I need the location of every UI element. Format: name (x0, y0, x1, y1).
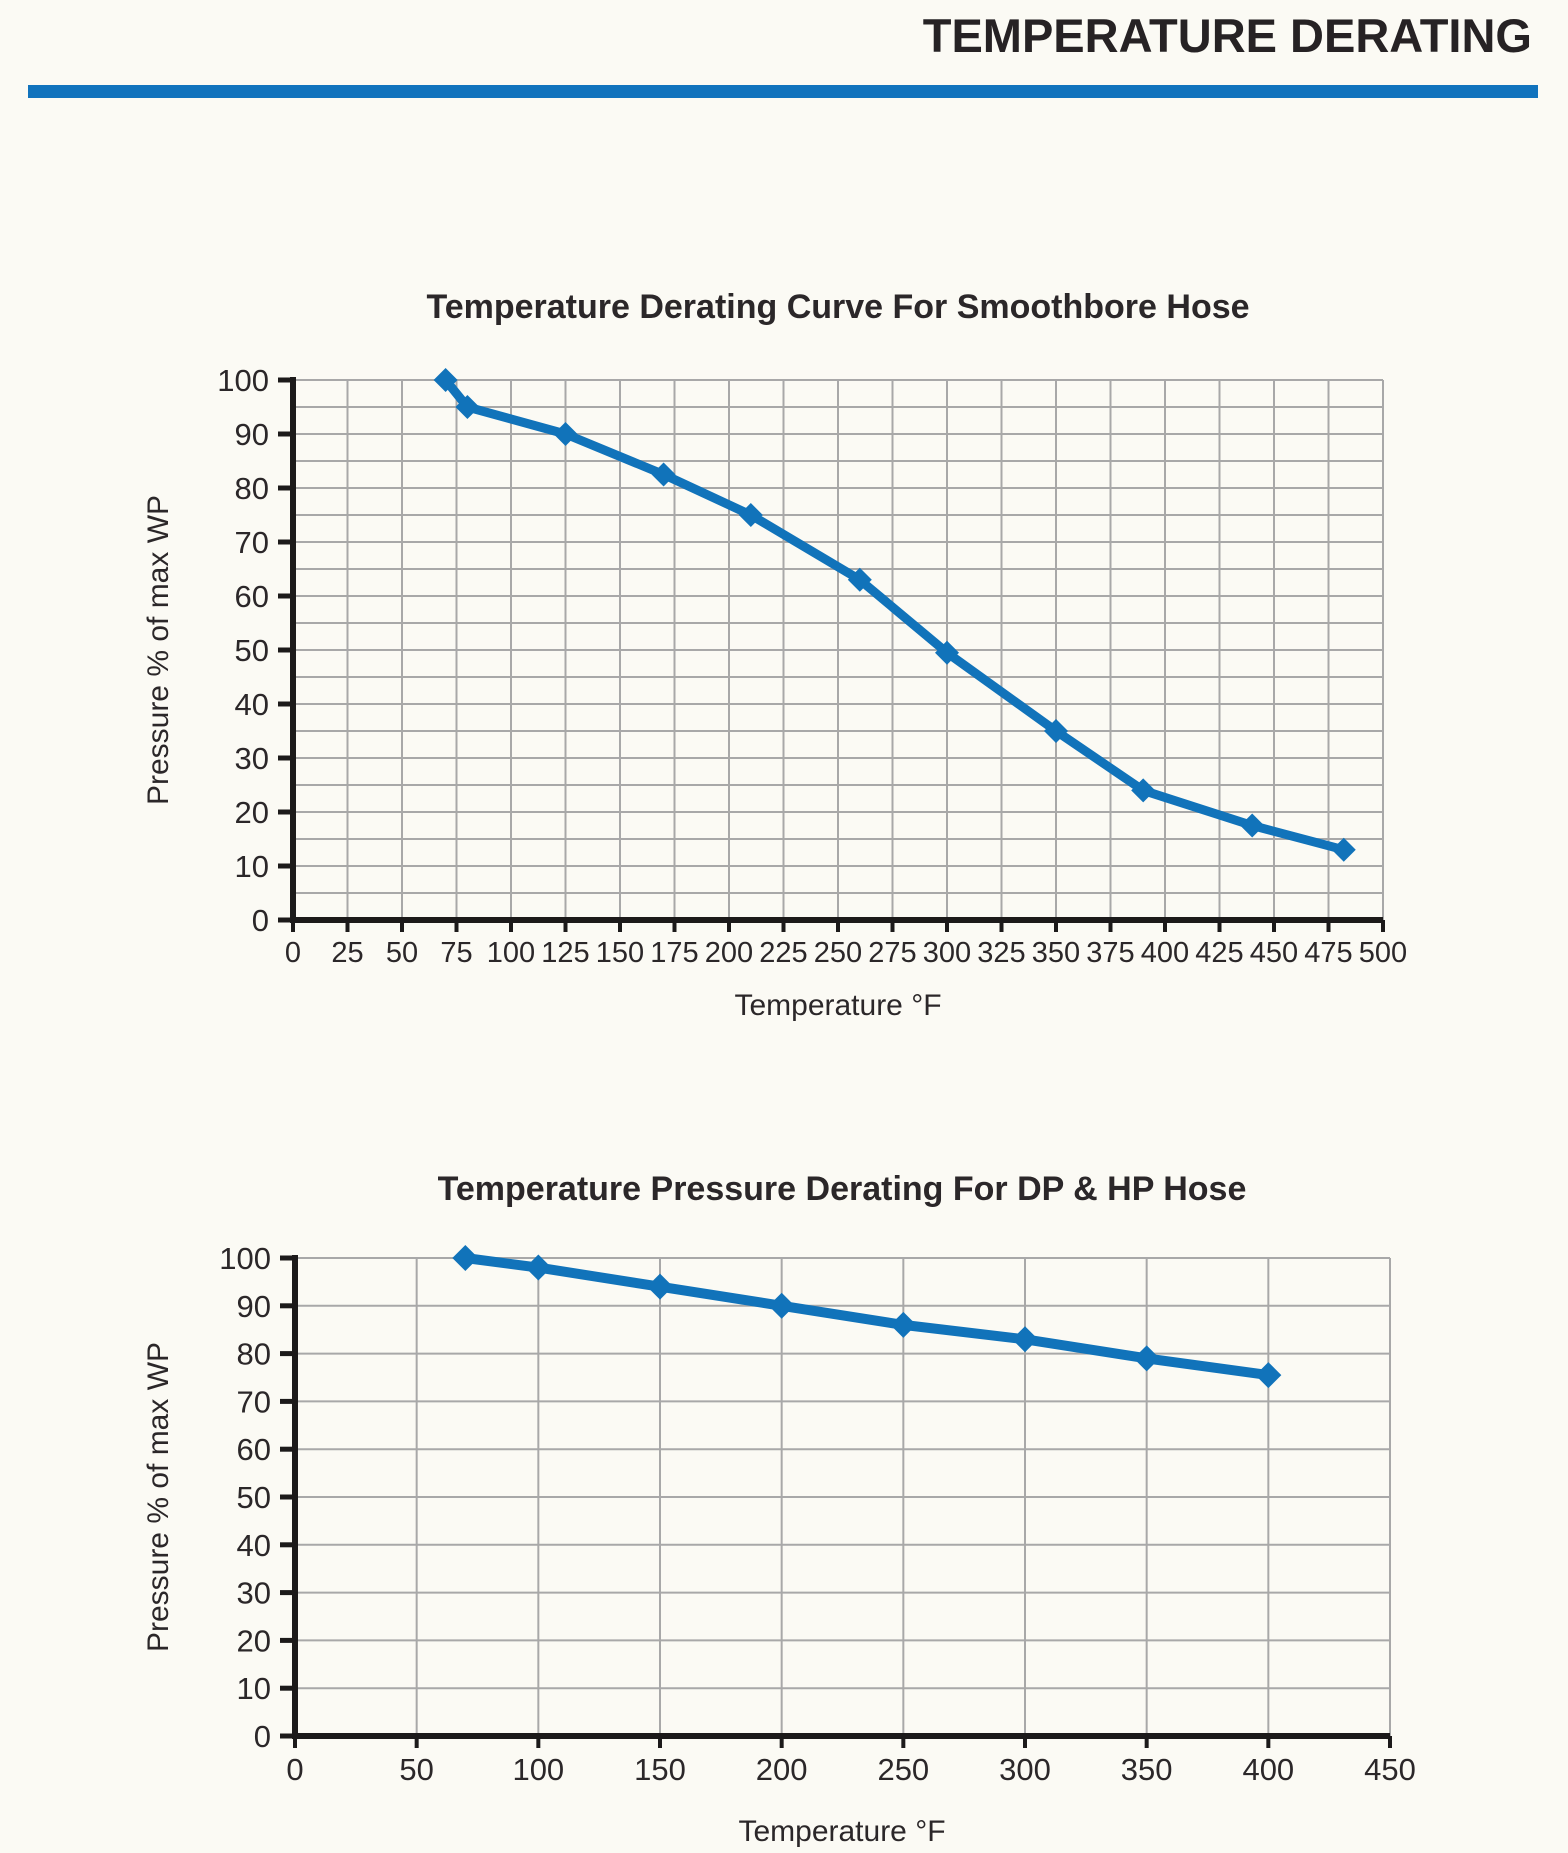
x-tick-label: 450 (1364, 1752, 1416, 1787)
tick-labels: 0 10 20 30 40 50 60 70 80 90 100 0 50 100 150 200 250 300… (219, 1241, 1416, 1787)
y-tick-label: 60 (235, 579, 269, 614)
x-tick-label: 150 (596, 937, 644, 969)
y-tick-label: 70 (235, 525, 269, 560)
x-tick-label: 0 (285, 937, 301, 969)
x-tick-label: 50 (399, 1752, 433, 1787)
chart-title: Temperature Derating Curve For Smoothbor… (426, 288, 1249, 326)
series-markers (452, 1245, 1282, 1389)
x-tick-label: 400 (1141, 937, 1189, 969)
x-tick-label: 175 (650, 937, 698, 969)
data-point-marker (647, 1273, 673, 1300)
x-tick-label: 250 (814, 937, 862, 969)
data-point-marker (525, 1254, 552, 1281)
y-tick-label: 50 (237, 1480, 271, 1515)
x-tick-label: 450 (1250, 937, 1298, 969)
x-tick-label: 200 (705, 937, 753, 969)
x-tick-label: 350 (1121, 1752, 1173, 1787)
x-tick-label: 275 (868, 937, 916, 969)
x-axis-title: Temperature °F (738, 1815, 945, 1848)
chart-plot-area: 0 10 20 30 40 50 60 70 80 90 100 0 50 100 150 200 250 300… (219, 1241, 1416, 1787)
y-tick-label: 90 (237, 1289, 271, 1324)
data-point-marker (1240, 813, 1265, 838)
data-point-marker (847, 567, 872, 592)
gridlines (293, 379, 1384, 920)
y-tick-label: 20 (235, 795, 269, 830)
x-tick-label: 375 (1086, 937, 1134, 969)
header-divider-rule (28, 85, 1538, 98)
x-tick-label: 200 (756, 1752, 808, 1787)
x-tick-label: 350 (1032, 937, 1080, 969)
y-tick-label: 20 (237, 1623, 271, 1658)
y-tick-label: 10 (235, 849, 269, 884)
series-line (441, 375, 1349, 855)
y-tick-label: 100 (219, 1241, 271, 1276)
y-tick-label: 70 (237, 1384, 271, 1419)
y-tick-label: 40 (237, 1528, 271, 1563)
x-tick-label: 300 (923, 937, 971, 969)
y-tick-label: 60 (237, 1432, 271, 1467)
x-tick-label: 225 (759, 937, 807, 969)
dp-hp-derating-chart: 0 10 20 30 40 50 60 70 80 90 100 0 50 100 150 200 250 300… (142, 1170, 1416, 1848)
x-tick-label: 100 (512, 1752, 564, 1787)
x-tick-label: 125 (541, 937, 589, 969)
y-tick-label: 80 (235, 471, 269, 506)
y-tick-label: 30 (237, 1576, 271, 1611)
y-tick-label: 80 (237, 1337, 271, 1372)
data-point-marker (1044, 719, 1068, 743)
x-tick-label: 50 (386, 937, 418, 969)
data-point-marker (1012, 1326, 1038, 1353)
x-tick-label: 500 (1359, 937, 1407, 969)
smoothbore-derating-chart-section: 0 10 20 30 40 50 60 70 80 90 100 0 25 50 75 100 125 150 17… (0, 250, 1568, 1050)
data-point-marker (455, 395, 480, 419)
axes (280, 1255, 1392, 1748)
x-tick-label: 150 (634, 1752, 686, 1787)
dp-hp-derating-chart-section: 0 10 20 30 40 50 60 70 80 90 100 0 50 100 150 200 250 300… (0, 1140, 1568, 1853)
data-point-marker (433, 368, 458, 392)
x-tick-label: 250 (877, 1752, 929, 1787)
x-tick-label: 75 (440, 937, 472, 969)
series-markers (433, 368, 1356, 862)
x-tick-label: 400 (1242, 1752, 1294, 1787)
y-tick-label: 0 (254, 1719, 271, 1754)
gridlines (295, 1257, 1391, 1736)
data-point-marker (651, 462, 676, 487)
y-axis-title: Pressure % of max WP (142, 1342, 175, 1652)
x-tick-label: 25 (331, 937, 363, 969)
data-point-marker (738, 503, 763, 527)
y-tick-label: 10 (237, 1671, 271, 1706)
y-tick-label: 0 (252, 903, 269, 938)
x-tick-label: 475 (1304, 937, 1352, 969)
data-point-marker (452, 1245, 479, 1271)
x-tick-label: 0 (286, 1752, 303, 1787)
data-point-marker (1255, 1362, 1282, 1389)
y-tick-label: 30 (235, 741, 269, 776)
x-axis-title: Temperature °F (734, 989, 941, 1022)
page-title: TEMPERATURE DERATING (922, 9, 1532, 62)
data-point-marker (1131, 778, 1156, 803)
x-tick-label: 325 (977, 937, 1025, 969)
data-point-marker (1133, 1345, 1160, 1372)
series-line (460, 1253, 1274, 1381)
data-point-marker (890, 1311, 917, 1338)
chart-title: Temperature Pressure Derating For DP & H… (438, 1170, 1247, 1208)
x-tick-label: 100 (487, 937, 535, 969)
data-point-marker (768, 1292, 795, 1319)
axes (278, 377, 1385, 932)
x-tick-label: 300 (999, 1752, 1051, 1787)
y-tick-label: 100 (217, 363, 269, 398)
data-point-marker (553, 422, 578, 446)
data-point-marker (935, 640, 959, 665)
data-point-marker (1331, 837, 1356, 862)
y-tick-label: 90 (235, 417, 269, 452)
x-tick-label: 425 (1195, 937, 1243, 969)
y-tick-label: 40 (235, 687, 269, 722)
y-axis-title: Pressure % of max WP (142, 495, 175, 805)
y-tick-label: 50 (235, 633, 269, 668)
